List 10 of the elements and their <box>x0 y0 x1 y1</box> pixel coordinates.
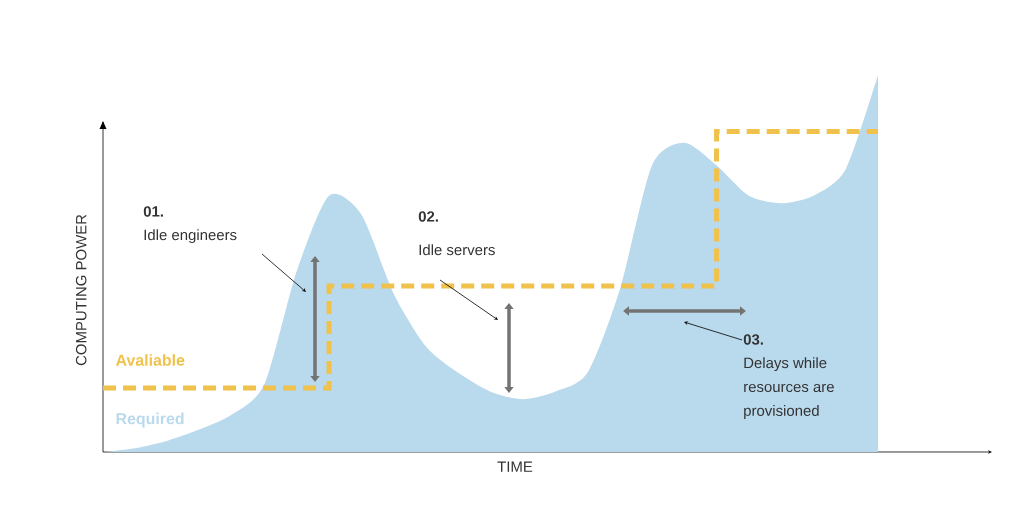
series-label: Avaliable <box>115 354 185 366</box>
annotation: 01. <box>143 206 163 217</box>
series-label: Required <box>116 412 184 428</box>
x-axis-title: TIME <box>497 461 533 472</box>
annotation: 03. <box>743 334 763 345</box>
y-axis-title: COMPUTING POWER <box>75 214 87 366</box>
annotation: 02. <box>418 211 438 222</box>
annotation: Idle servers <box>419 244 495 256</box>
annotation: Delays while resources are provisioned <box>744 357 834 419</box>
annotation: Idle engineers <box>144 229 237 244</box>
